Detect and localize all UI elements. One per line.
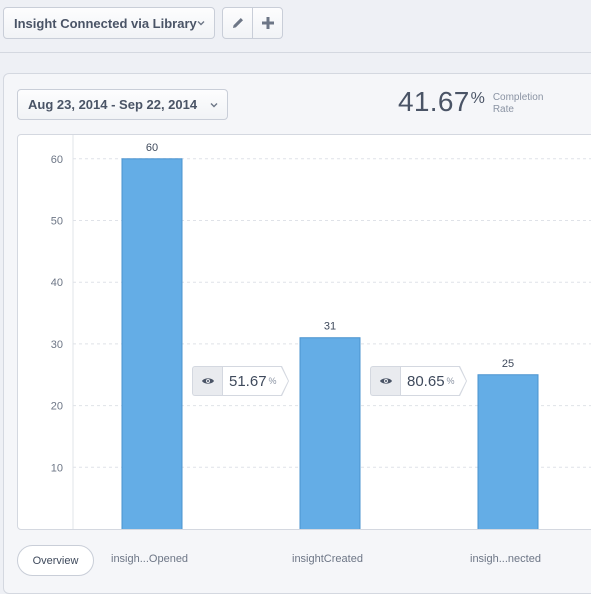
conversion-arrow: [280, 366, 289, 396]
eye-icon: [201, 378, 214, 384]
bar-data-label: 25: [502, 358, 514, 370]
chevron-down-icon: [197, 21, 205, 26]
completion-rate-value: 41.67: [398, 86, 470, 117]
funnel-chart: 10 20 30 40 50 60 60 31 25: [17, 134, 591, 530]
step-label-3[interactable]: insigh...nected: [470, 553, 541, 565]
y-tick-label: 10: [51, 462, 63, 474]
bar-data-label: 31: [324, 321, 336, 333]
conversion-step-2: 80.65%: [370, 366, 467, 396]
overview-button[interactable]: Overview: [17, 545, 94, 576]
completion-rate: 41.67 % Completion Rate: [398, 86, 553, 118]
top-toolbar: Insight Connected via Library: [0, 0, 591, 53]
step-label-1[interactable]: insigh...Opened: [111, 553, 189, 565]
conversion-rate: 51.67%: [222, 366, 282, 396]
chevron-down-icon: [210, 103, 218, 108]
plus-icon: [261, 17, 274, 29]
overview-label: Overview: [32, 554, 79, 567]
funnel-selector[interactable]: Insight Connected via Library: [3, 7, 215, 39]
y-tick-label: 50: [51, 216, 63, 228]
bar-data-label: 60: [146, 142, 158, 154]
pencil-icon: [232, 18, 243, 28]
funnel-name: Insight Connected via Library: [14, 15, 197, 31]
bar: [477, 374, 539, 529]
y-tick-label: 60: [51, 154, 63, 166]
conversion-rate-value: 51.67: [229, 372, 267, 390]
y-tick-label: 40: [51, 277, 63, 289]
step-label-2[interactable]: insightCreated: [292, 553, 363, 565]
funnel-chart-svg: 10 20 30 40 50 60 60 31 25: [51, 135, 591, 529]
completion-rate-unit: %: [470, 90, 485, 107]
date-range-selector[interactable]: Aug 23, 2014 - Sep 22, 2014: [17, 89, 228, 120]
view-conversion-button[interactable]: [192, 366, 222, 396]
completion-rate-label: Completion Rate: [492, 92, 544, 115]
eye-icon: [379, 378, 392, 384]
bar: [121, 158, 183, 529]
y-tick-label: 20: [51, 401, 63, 413]
view-conversion-button[interactable]: [370, 366, 400, 396]
edit-funnel-button[interactable]: [222, 7, 253, 39]
conversion-rate: 80.65%: [400, 366, 460, 396]
conversion-rate-unit: %: [446, 376, 455, 386]
y-tick-label: 30: [51, 339, 63, 351]
conversion-arrow: [458, 366, 467, 396]
date-range-label: Aug 23, 2014 - Sep 22, 2014: [28, 97, 198, 112]
add-funnel-button[interactable]: [252, 7, 283, 39]
conversion-rate-unit: %: [268, 376, 277, 386]
bar: [299, 337, 361, 529]
conversion-step-1: 51.67%: [192, 366, 289, 396]
conversion-rate-value: 80.65: [407, 372, 445, 390]
